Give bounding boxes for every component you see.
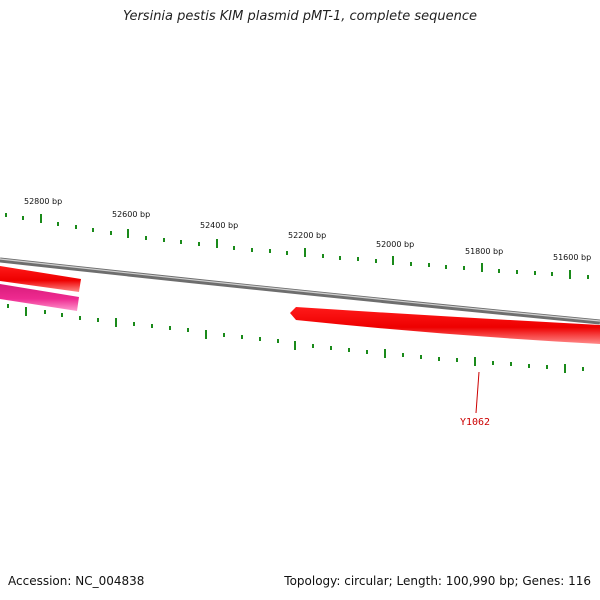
reverse-gene-left[interactable] [0, 284, 79, 311]
plasmid-backbone [0, 257, 600, 325]
inner-tick-ring [7, 304, 584, 373]
ruler-label-52000: 52000 bp [376, 240, 414, 249]
accession-text: Accession: NC_004838 [8, 574, 145, 588]
ruler-label-52400: 52400 bp [200, 221, 238, 230]
forward-gene-left[interactable] [0, 266, 81, 292]
ruler-label-52200: 52200 bp [288, 231, 326, 240]
gene-label-leader [475, 371, 480, 414]
outer-tick-ring [5, 213, 589, 279]
gene-label-y1062[interactable]: Y1062 [460, 417, 490, 428]
ruler-label-51600: 51600 bp [553, 253, 591, 262]
topology-stats-text: Topology: circular; Length: 100,990 bp; … [284, 574, 591, 588]
map-title: Yersinia pestis KIM plasmid pMT-1, compl… [122, 9, 478, 24]
ruler-labels: 52800 bp 52600 bp 52400 bp 52200 bp 5200… [24, 197, 591, 262]
ruler-label-51800: 51800 bp [465, 247, 503, 256]
ruler-label-52800: 52800 bp [24, 197, 62, 206]
ruler-label-52600: 52600 bp [112, 210, 150, 219]
forward-gene-right[interactable] [290, 307, 600, 344]
